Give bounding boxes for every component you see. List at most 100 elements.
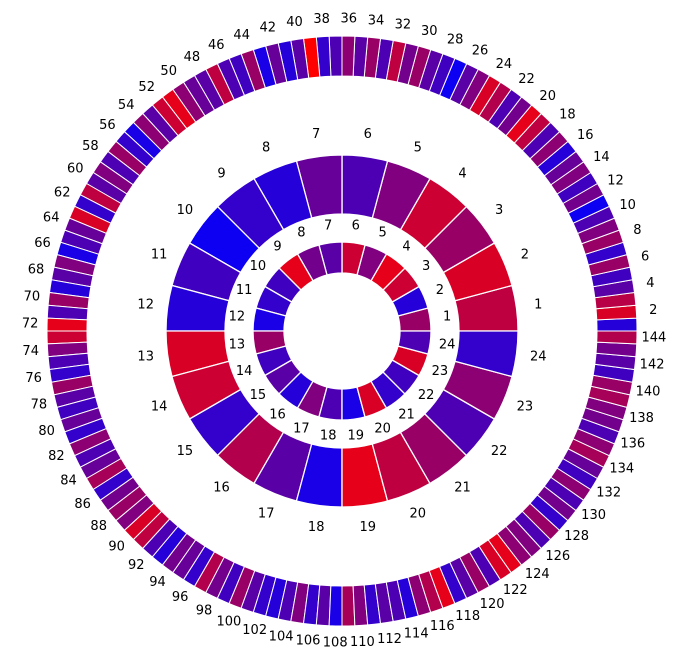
ring-2-tick-label: 10: [177, 203, 194, 218]
ring-3-tick-label: 130: [581, 508, 606, 523]
ring-3-tick-label: 28: [447, 33, 464, 48]
ring-2-tick-label: 9: [217, 166, 225, 181]
ring-2-tick-label: 12: [137, 298, 154, 313]
ring-3-tick-label: 20: [539, 89, 556, 104]
ring-1-tick-label: 21: [398, 408, 415, 423]
ring-3-tick-label: 36: [341, 12, 358, 27]
ring-1-tick-label: 4: [402, 239, 410, 254]
ring-1-tick-label: 15: [250, 388, 267, 403]
ring-1-tick-label: 11: [236, 283, 253, 298]
ring-2-tick-label: 16: [213, 481, 230, 496]
ring-3-tick-label: 138: [629, 411, 654, 426]
ring-3-segment-72: [46, 317, 88, 332]
ring-1-tick-label: 2: [436, 283, 444, 298]
ring-3-tick-label: 22: [518, 72, 535, 87]
ring-3-tick-label: 44: [233, 28, 250, 43]
ring-3-tick-label: 54: [118, 98, 135, 113]
ring-1-tick-label: 20: [374, 421, 391, 436]
ring-3-tick-label: 128: [564, 529, 589, 544]
ring-1-tick-label: 6: [352, 218, 360, 233]
ring-1-tick-label: 17: [293, 421, 310, 436]
ring-1-tick-label: 9: [273, 239, 281, 254]
ring-3-tick-label: 14: [593, 150, 610, 165]
ring-2-tick-label: 2: [521, 248, 529, 263]
ring-2-tick-label: 15: [177, 444, 194, 459]
ring-3-tick-label: 120: [480, 597, 505, 612]
ring-3-tick-label: 102: [242, 623, 267, 638]
ring-3-tick-label: 94: [149, 575, 166, 590]
ring-1-tick-label: 13: [229, 337, 246, 352]
ring-3-tick-label: 90: [108, 539, 125, 554]
ring-3-tick-label: 40: [286, 15, 303, 30]
ring-3-tick-label: 76: [25, 371, 42, 386]
ring-1-segment-24: [397, 330, 432, 355]
ring-3-tick-label: 136: [620, 437, 645, 452]
ring-3-tick-label: 80: [38, 424, 55, 439]
ring-1-tick-label: 14: [236, 364, 253, 379]
ring-2-tick-label: 5: [414, 141, 422, 156]
ring-1-tick-label: 24: [439, 337, 456, 352]
ring-3-tick-label: 52: [138, 80, 155, 95]
ring-2-tick-label: 13: [137, 349, 154, 364]
ring-1-tick-label: 7: [324, 218, 332, 233]
ring-3-tick-label: 78: [31, 398, 48, 413]
ring-3-tick-label: 96: [172, 590, 189, 605]
ring-1-tick-label: 12: [229, 310, 246, 325]
ring-3-tick-label: 88: [90, 519, 107, 534]
ring-2-tick-label: 1: [534, 298, 542, 313]
ring-3-tick-label: 118: [455, 609, 480, 624]
ring-2-tick-label: 19: [360, 520, 377, 535]
ring-2-tick-label: 20: [410, 506, 427, 521]
ring-3-tick-label: 16: [577, 128, 594, 143]
ring-2-tick-label: 17: [258, 506, 275, 521]
ring-3-tick-label: 46: [208, 38, 225, 53]
ring-3-tick-label: 142: [640, 358, 665, 373]
ring-2-tick-label: 6: [364, 127, 372, 142]
ring-3-segment-36: [341, 35, 356, 77]
ring-3-tick-label: 34: [368, 13, 385, 28]
ring-3-tick-label: 2: [649, 303, 657, 318]
ring-2-tick-label: 24: [530, 349, 547, 364]
ring-3-tick-label: 4: [646, 276, 654, 291]
ring-3-segment-144: [596, 330, 638, 345]
ring-3-tick-label: 18: [559, 108, 576, 123]
ring-2-tick-label: 4: [458, 166, 466, 181]
ring-3-tick-label: 104: [269, 630, 294, 645]
ring-3-tick-label: 84: [60, 474, 77, 489]
ring-2-tick-label: 21: [454, 481, 471, 496]
ring-3-tick-label: 30: [421, 24, 438, 39]
ring-3-tick-label: 12: [607, 173, 624, 188]
ring-3-tick-label: 92: [128, 558, 145, 573]
ring-3-tick-label: 72: [22, 317, 39, 332]
ring-3-tick-label: 10: [619, 198, 636, 213]
ring-2-tick-label: 23: [517, 399, 534, 414]
ring-3-tick-label: 98: [196, 603, 213, 618]
ring-3-tick-label: 74: [22, 344, 39, 359]
ring-1-tick-label: 3: [422, 259, 430, 274]
ring-2-tick-label: 22: [491, 444, 508, 459]
ring-3-tick-label: 48: [184, 50, 201, 65]
ring-3: 2468101214161820222426283032343638404244…: [22, 12, 666, 651]
ring-2-tick-label: 7: [312, 127, 320, 142]
ring-2-tick-label: 3: [495, 203, 503, 218]
ring-3-tick-label: 66: [34, 236, 51, 251]
ring-3-tick-label: 132: [596, 485, 621, 500]
ring-2-tick-label: 8: [262, 141, 270, 156]
ring-2-tick-label: 11: [151, 248, 168, 263]
ring-1-tick-label: 8: [297, 226, 305, 241]
ring-3-tick-label: 82: [48, 449, 65, 464]
ring-3-tick-label: 26: [472, 44, 489, 59]
ring-3-tick-label: 24: [496, 57, 513, 72]
ring-3-segment-108: [328, 585, 343, 627]
ring-1-tick-label: 18: [320, 429, 337, 444]
ring-3-tick-label: 126: [545, 549, 570, 564]
ring-2-segment-24: [454, 330, 519, 378]
ring-1-tick-label: 19: [348, 429, 365, 444]
ring-3-tick-label: 6: [641, 249, 649, 264]
ring-1-tick-label: 16: [269, 408, 286, 423]
ring-3-tick-label: 70: [24, 290, 41, 305]
ring-3-tick-label: 62: [54, 186, 71, 201]
ring-2-tick-label: 14: [151, 399, 168, 414]
